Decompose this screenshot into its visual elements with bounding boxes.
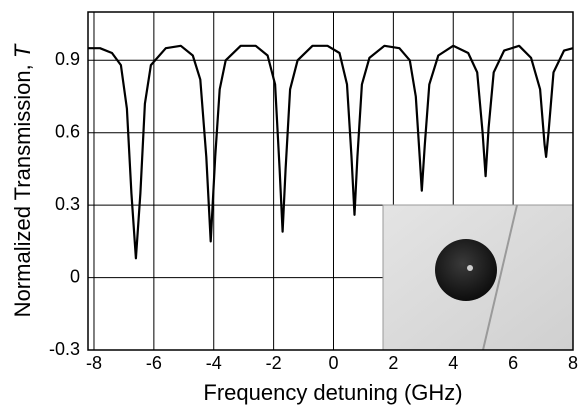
- x-tick-label: 0: [328, 353, 338, 373]
- inset-photo: [382, 204, 574, 351]
- x-tick-label: -8: [86, 353, 102, 373]
- y-tick-label: 0: [70, 266, 80, 286]
- plot-frame: [87, 11, 574, 351]
- y-tick-label: -0.3: [49, 339, 80, 359]
- x-tick-label: 4: [448, 353, 458, 373]
- x-axis-label: Frequency detuning (GHz): [203, 380, 462, 405]
- x-tick-label: -6: [146, 353, 162, 373]
- y-axis-label-text: Normalized Transmission,: [10, 58, 35, 317]
- transmission-line: [88, 44, 574, 260]
- y-axis-label: Normalized Transmission, T: [10, 43, 35, 317]
- x-tick-label: 2: [388, 353, 398, 373]
- y-tick-label: 0.9: [55, 49, 80, 69]
- x-tick-label: -4: [206, 353, 222, 373]
- y-tick-label: 0.6: [55, 121, 80, 141]
- x-tick-label: 8: [568, 353, 578, 373]
- y-axis-label-symbol: T: [10, 43, 35, 58]
- x-tick-label: 6: [508, 353, 518, 373]
- y-tick-label: 0.3: [55, 194, 80, 214]
- x-tick-label: -2: [266, 353, 282, 373]
